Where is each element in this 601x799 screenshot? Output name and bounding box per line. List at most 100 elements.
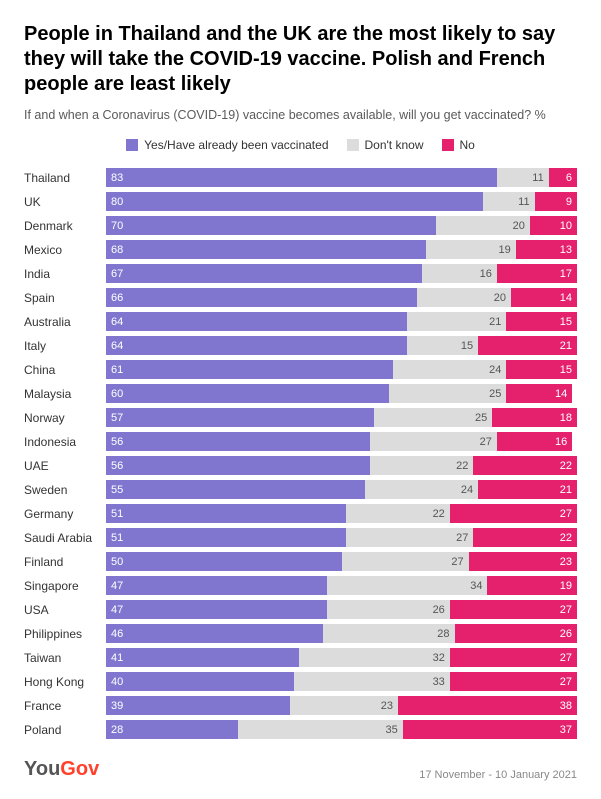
segment-value: 16 [555, 436, 567, 448]
segment-value: 38 [560, 700, 572, 712]
segment-yes: 51 [106, 528, 346, 547]
country-label: Italy [24, 339, 106, 353]
segment-value: 16 [480, 268, 492, 280]
segment-no: 27 [450, 648, 577, 667]
bar-track: 83116 [106, 168, 577, 187]
segment-yes: 80 [106, 192, 483, 211]
chart-row: Malaysia602514 [24, 382, 577, 406]
chart-row: India671617 [24, 262, 577, 286]
country-label: Mexico [24, 243, 106, 257]
bar-track: 702010 [106, 216, 577, 235]
segment-dk: 11 [483, 192, 535, 211]
chart-row: Thailand83116 [24, 166, 577, 190]
segment-value: 66 [111, 292, 123, 304]
segment-value: 23 [560, 556, 572, 568]
country-label: Taiwan [24, 651, 106, 665]
segment-no: 21 [478, 480, 577, 499]
swatch-yes [126, 139, 138, 151]
country-label: Norway [24, 411, 106, 425]
segment-value: 80 [111, 196, 123, 208]
segment-dk: 27 [346, 528, 473, 547]
legend-label-dk: Don't know [365, 138, 424, 152]
chart-row: Taiwan4132 27 [24, 646, 577, 670]
segment-value: 24 [489, 364, 501, 376]
bar-track: 662014 [106, 288, 577, 307]
segment-value: 56 [111, 436, 123, 448]
bar-track: 602514 [106, 384, 577, 403]
segment-no: 23 [469, 552, 577, 571]
segment-dk: 26 [327, 600, 449, 619]
segment-value: 18 [560, 412, 572, 424]
segment-value: 11 [518, 196, 529, 208]
segment-value: 56 [111, 460, 123, 472]
segment-yes: 66 [106, 288, 417, 307]
bar-track: 64 1521 [106, 336, 577, 355]
segment-yes: 28 [106, 720, 238, 739]
segment-yes: 47 [106, 576, 327, 595]
segment-no: 10 [530, 216, 577, 235]
segment-value: 70 [111, 220, 123, 232]
segment-no: 17 [497, 264, 577, 283]
segment-value: 17 [560, 268, 572, 280]
segment-value: 64 [111, 316, 123, 328]
bar-track: 512227 [106, 504, 577, 523]
segment-value: 27 [451, 556, 463, 568]
swatch-dk [347, 139, 359, 151]
segment-value: 9 [566, 196, 572, 208]
segment-dk: 16 [422, 264, 497, 283]
segment-no: 21 [478, 336, 577, 355]
segment-yes: 61 [106, 360, 393, 379]
legend-item-dk: Don't know [347, 138, 424, 152]
segment-value: 37 [560, 724, 572, 736]
segment-value: 47 [111, 580, 123, 592]
segment-dk: 15 [407, 336, 478, 355]
segment-value: 25 [489, 388, 501, 400]
bar-track: 462826 [106, 624, 577, 643]
segment-value: 11 [532, 172, 543, 184]
segment-value: 26 [560, 628, 572, 640]
segment-dk: 24 [393, 360, 506, 379]
chart-row: Mexico681913 [24, 238, 577, 262]
segment-value: 34 [470, 580, 482, 592]
segment-dk: 25 [374, 408, 492, 427]
country-label: Saudi Arabia [24, 531, 106, 545]
segment-dk: 32 [299, 648, 450, 667]
segment-value: 27 [560, 652, 572, 664]
segment-yes: 70 [106, 216, 436, 235]
logo-gov: Gov [60, 758, 99, 780]
segment-no: 27 [450, 504, 577, 523]
segment-value: 57 [111, 412, 123, 424]
segment-value: 55 [111, 484, 123, 496]
segment-no: 27 [450, 600, 577, 619]
segment-dk: 22 [346, 504, 450, 523]
segment-yes: 41 [106, 648, 299, 667]
segment-dk: 24 [365, 480, 478, 499]
segment-dk: 27 [342, 552, 469, 571]
segment-no: 16 [497, 432, 572, 451]
bar-track: 681913 [106, 240, 577, 259]
legend-item-yes: Yes/Have already been vaccinated [126, 138, 328, 152]
bar-track: 502723 [106, 552, 577, 571]
country-label: Finland [24, 555, 106, 569]
segment-yes: 47 [106, 600, 327, 619]
segment-value: 20 [494, 292, 506, 304]
segment-yes: 64 [106, 336, 407, 355]
chart-row: Germany512227 [24, 502, 577, 526]
segment-value: 64 [111, 340, 123, 352]
country-label: UAE [24, 459, 106, 473]
chart-row: Indonesia562716 [24, 430, 577, 454]
segment-yes: 51 [106, 504, 346, 523]
bar-track: 4132 27 [106, 648, 577, 667]
segment-value: 83 [111, 172, 123, 184]
chart-title: People in Thailand and the UK are the mo… [24, 22, 577, 97]
segment-value: 27 [560, 604, 572, 616]
segment-value: 21 [560, 484, 572, 496]
segment-no: 22 [473, 528, 577, 547]
segment-value: 46 [111, 628, 123, 640]
segment-yes: 60 [106, 384, 389, 403]
segment-yes: 56 [106, 456, 370, 475]
date-range: 17 November - 10 January 2021 [419, 769, 577, 781]
legend-item-no: No [442, 138, 475, 152]
country-label: UK [24, 195, 106, 209]
country-label: France [24, 699, 106, 713]
